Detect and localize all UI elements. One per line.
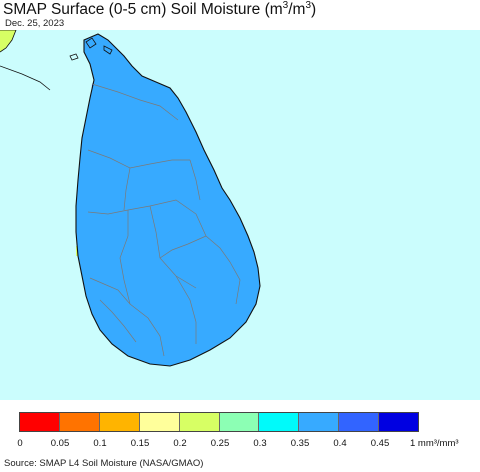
map-title: SMAP Surface (0-5 cm) Soil Moisture (m3/… — [3, 0, 316, 20]
title-main: SMAP Surface (0-5 cm) Soil Moisture (m — [3, 1, 283, 18]
legend-swatch-1 — [59, 413, 100, 431]
title-sup-1: 3 — [282, 0, 289, 11]
legend-tick-1: 0.05 — [50, 438, 70, 449]
legend-tick-5: 0.25 — [210, 438, 230, 449]
legend-swatch-4 — [179, 413, 220, 431]
sri-lanka-map — [0, 30, 480, 400]
legend-swatch-0 — [20, 413, 60, 431]
legend-tick-10: 1 mm³/mm³ — [410, 438, 459, 449]
ocean — [0, 30, 480, 400]
legend-colorbar — [19, 412, 419, 432]
legend-swatch-3 — [139, 413, 180, 431]
map-area — [0, 30, 480, 400]
legend-tick-3: 0.15 — [130, 438, 150, 449]
legend-swatch-9 — [379, 413, 419, 431]
title-mid: /m — [288, 1, 306, 18]
legend-tick-8: 0.4 — [333, 438, 347, 449]
legend-tick-2: 0.1 — [93, 438, 107, 449]
northern-islets — [69, 37, 113, 61]
map-date: Dec. 25, 2023 — [5, 18, 65, 29]
source-credit: Source: SMAP L4 Soil Moisture (NASA/GMAO… — [4, 458, 204, 469]
legend-tick-0: 0 — [17, 438, 23, 449]
legend-swatch-5 — [219, 413, 260, 431]
legend-tick-9: 0.45 — [370, 438, 390, 449]
india-coastline — [0, 30, 17, 53]
legend-swatch-2 — [99, 413, 140, 431]
legend-tick-7: 0.35 — [290, 438, 310, 449]
province-boundaries — [87, 83, 241, 357]
adams-bridge-coast — [0, 65, 51, 91]
legend-ticks: 0 0.05 0.1 0.15 0.2 0.25 0.3 0.35 0.4 0.… — [0, 438, 480, 450]
legend-swatch-8 — [339, 413, 380, 431]
title-end: ) — [311, 1, 317, 18]
title-sup-2: 3 — [305, 0, 311, 11]
legend-tick-6: 0.3 — [253, 438, 267, 449]
legend-tick-4: 0.2 — [173, 438, 187, 449]
legend-swatch-7 — [299, 413, 340, 431]
legend-swatch-6 — [259, 413, 300, 431]
india-landmass — [0, 30, 16, 52]
